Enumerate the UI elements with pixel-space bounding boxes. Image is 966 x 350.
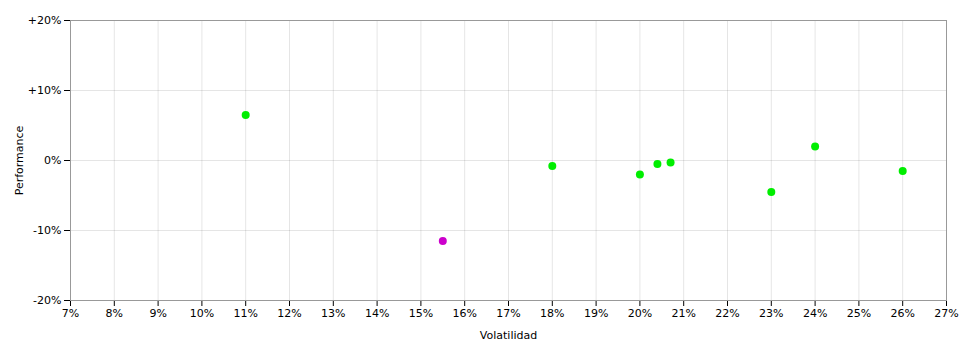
svg-text:7%: 7% [62,307,79,320]
svg-text:+20%: +20% [28,14,62,27]
svg-text:16%: 16% [452,307,476,320]
svg-text:22%: 22% [715,307,739,320]
svg-text:23%: 23% [759,307,783,320]
svg-text:9%: 9% [149,307,166,320]
svg-text:Volatilidad: Volatilidad [480,329,537,342]
svg-text:21%: 21% [671,307,695,320]
svg-text:-20%: -20% [33,294,61,307]
svg-text:+10%: +10% [28,84,62,97]
svg-text:15%: 15% [409,307,433,320]
svg-text:24%: 24% [803,307,827,320]
svg-text:13%: 13% [321,307,345,320]
svg-text:11%: 11% [233,307,257,320]
svg-text:25%: 25% [847,307,871,320]
svg-text:8%: 8% [106,307,123,320]
svg-text:20%: 20% [628,307,652,320]
svg-text:14%: 14% [365,307,389,320]
svg-text:18%: 18% [540,307,564,320]
svg-text:12%: 12% [277,307,301,320]
svg-text:-10%: -10% [33,224,61,237]
svg-text:10%: 10% [190,307,214,320]
svg-text:27%: 27% [934,307,958,320]
svg-text:17%: 17% [496,307,520,320]
svg-text:19%: 19% [584,307,608,320]
svg-text:Performance: Performance [13,125,26,195]
svg-text:26%: 26% [890,307,914,320]
svg-text:0%: 0% [44,154,61,167]
